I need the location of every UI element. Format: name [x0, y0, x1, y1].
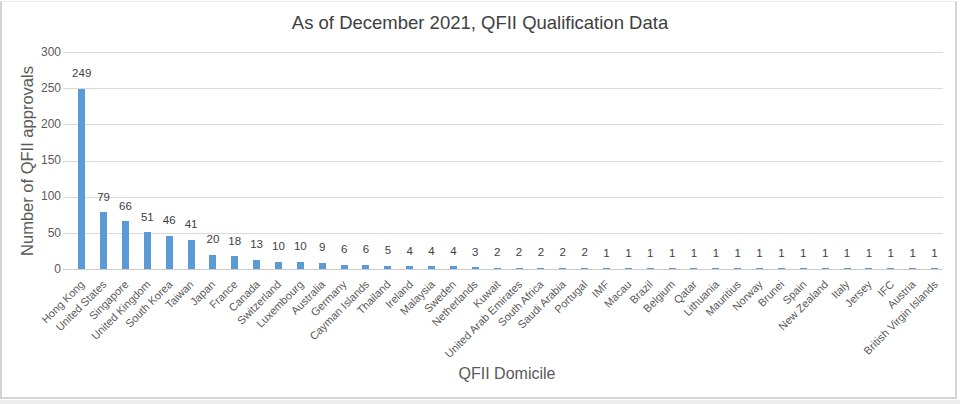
bar: [625, 268, 632, 269]
bar: [690, 268, 697, 269]
bar: [844, 268, 851, 269]
gridline: [63, 124, 943, 125]
bar: [865, 268, 872, 269]
bar: [516, 268, 523, 269]
bar: [341, 265, 348, 269]
qfii-bar-chart: As of December 2021, QFII Qualification …: [0, 0, 960, 404]
gridline: [63, 52, 943, 53]
bar: [931, 268, 938, 269]
gridline: [63, 88, 943, 89]
bar: [887, 268, 894, 269]
bar: [559, 268, 566, 269]
y-tick-label: 50: [21, 226, 61, 240]
bar: [209, 255, 216, 269]
bar-value-label: 249: [64, 66, 100, 80]
bar: [406, 266, 413, 269]
y-tick-label: 200: [21, 117, 61, 131]
bar: [253, 260, 260, 269]
bottom-strip: [0, 400, 960, 404]
bar: [494, 268, 501, 269]
bar-value-label: 1: [917, 246, 953, 260]
gridline: [63, 161, 943, 162]
gridline: [63, 197, 943, 198]
bar: [472, 267, 479, 269]
bar: [603, 268, 610, 269]
bar: [319, 263, 326, 270]
bar: [450, 266, 457, 269]
bar: [188, 240, 195, 270]
bar: [756, 268, 763, 269]
y-tick-label: 150: [21, 153, 61, 167]
bar: [78, 89, 85, 269]
bar: [166, 236, 173, 269]
bar: [428, 266, 435, 269]
bar: [712, 268, 719, 269]
bar: [778, 268, 785, 269]
chart-border: [0, 1, 957, 399]
y-tick-label: 300: [21, 45, 61, 59]
bar: [122, 221, 129, 269]
bar: [800, 268, 807, 269]
bar: [647, 268, 654, 269]
bar: [231, 256, 238, 269]
y-tick-label: 100: [21, 189, 61, 203]
bar-value-label: 41: [173, 217, 209, 231]
y-tick-label: 0: [21, 262, 61, 276]
x-axis-title: QFII Domicile: [347, 365, 667, 383]
bar: [144, 232, 151, 269]
bar: [384, 266, 391, 270]
bar: [734, 268, 741, 269]
bar: [822, 268, 829, 269]
bar: [669, 268, 676, 269]
bar: [362, 265, 369, 269]
bar: [100, 212, 107, 269]
bar: [297, 262, 304, 269]
bar: [275, 262, 282, 269]
bar: [537, 268, 544, 269]
bar: [909, 268, 916, 269]
bar: [581, 268, 588, 269]
x-axis-line: [63, 269, 943, 270]
chart-title: As of December 2021, QFII Qualification …: [0, 12, 960, 34]
y-tick-label: 250: [21, 81, 61, 95]
